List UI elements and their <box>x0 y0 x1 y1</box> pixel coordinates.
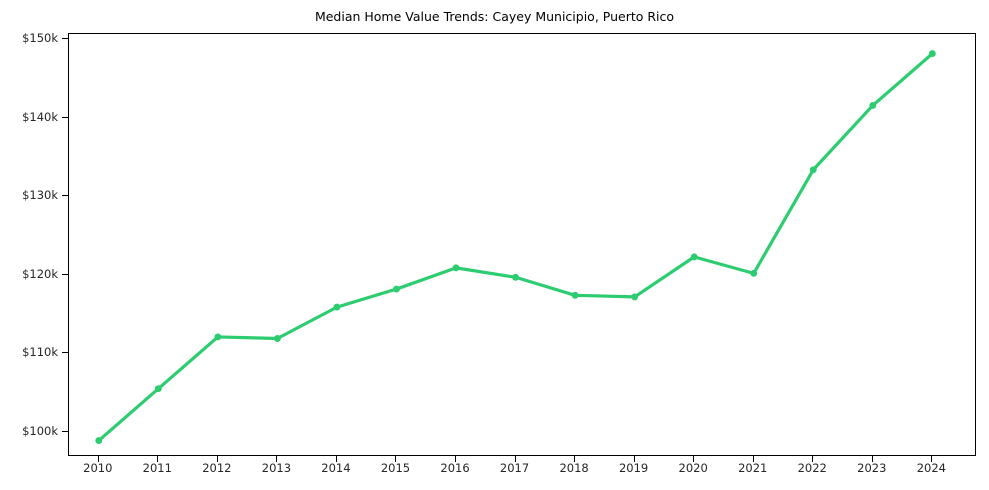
x-axis-tick-label: 2012 <box>202 461 232 475</box>
x-axis-tick-mark <box>871 456 873 462</box>
x-axis-tick-label: 2010 <box>83 461 113 475</box>
x-axis-tick-mark <box>335 456 337 462</box>
series-markers <box>95 50 936 444</box>
y-axis-tick-label: $130k <box>22 188 58 203</box>
x-axis-tick-label: 2022 <box>797 461 827 475</box>
y-axis-tick-mark <box>62 38 68 40</box>
y-axis-tick-mark <box>62 273 68 275</box>
x-axis-tick-label: 2021 <box>738 461 768 475</box>
y-axis-tick-label: $100k <box>22 423 58 438</box>
x-axis-tick-mark <box>276 456 278 462</box>
x-axis-tick-mark <box>931 456 933 462</box>
data-point-marker <box>631 293 639 301</box>
y-axis-tick-mark <box>62 116 68 118</box>
data-point-marker <box>571 291 579 299</box>
x-axis-tick-mark <box>97 456 99 462</box>
x-axis-tick-mark <box>812 456 814 462</box>
data-point-marker <box>809 166 817 174</box>
data-point-marker <box>690 253 698 261</box>
y-axis-tick-mark <box>62 352 68 354</box>
x-axis-tick-label: 2023 <box>857 461 887 475</box>
x-axis-tick-mark <box>157 456 159 462</box>
x-axis-tick-mark <box>514 456 516 462</box>
series-line-median-home-value <box>97 52 934 443</box>
x-axis-tick-mark <box>693 456 695 462</box>
x-axis-tick-label: 2019 <box>618 461 649 475</box>
data-point-marker <box>154 385 162 393</box>
x-axis-tick-label: 2016 <box>440 461 470 475</box>
y-axis-tick-labels: $100k $110k $120k $130k $140k $150k <box>0 0 58 490</box>
x-axis-tick-label: 2018 <box>559 461 589 475</box>
y-axis-tick-label: $150k <box>22 31 58 46</box>
x-axis-tick-label: 2011 <box>142 461 172 475</box>
x-axis-tick-mark <box>752 456 754 462</box>
data-point-marker <box>333 303 341 311</box>
data-point-marker <box>512 273 520 281</box>
y-axis-tick-label: $110k <box>22 345 58 360</box>
plot-area <box>68 33 976 456</box>
y-axis-tick-label: $140k <box>22 109 58 124</box>
data-point-marker <box>928 50 936 58</box>
line-series-svg <box>95 50 936 444</box>
x-axis-tick-label: 2013 <box>261 461 292 475</box>
chart-title: Median Home Value Trends: Cayey Municipi… <box>314 9 675 24</box>
x-axis-tick-mark <box>395 456 397 462</box>
y-axis-tick-label: $120k <box>22 266 58 281</box>
x-axis-tick-label: 2017 <box>499 461 530 475</box>
data-point-marker <box>95 437 103 444</box>
y-axis-tick-mark <box>62 430 68 432</box>
data-point-marker <box>452 264 460 272</box>
data-point-marker <box>750 269 758 277</box>
data-point-marker <box>273 335 281 342</box>
data-point-marker <box>393 285 400 293</box>
data-point-marker <box>214 333 222 341</box>
x-axis-tick-label: 2015 <box>380 461 411 475</box>
y-axis-tick-mark <box>62 195 68 197</box>
x-axis-tick-mark <box>216 456 218 462</box>
x-axis-tick-mark <box>574 456 576 462</box>
x-axis-tick-mark <box>633 456 635 462</box>
data-point-marker <box>869 101 877 109</box>
x-axis-tick-label: 2024 <box>916 461 946 475</box>
x-axis-tick-label: 2014 <box>321 461 351 475</box>
x-axis-tick-label: 2020 <box>678 461 708 475</box>
x-axis-tick-mark <box>455 456 457 462</box>
